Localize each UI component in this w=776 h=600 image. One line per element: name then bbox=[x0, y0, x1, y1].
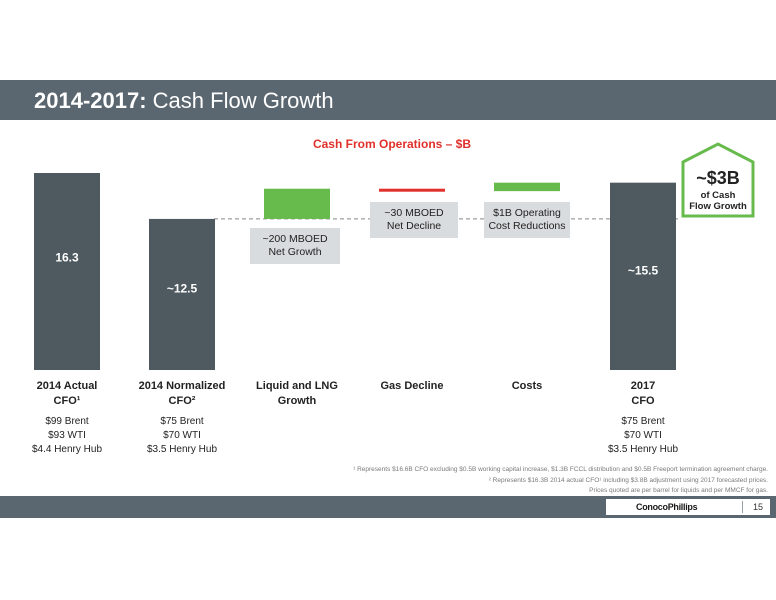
price-note-5: $75 Brent $70 WTI $3.5 Henry Hub bbox=[583, 415, 703, 457]
company-logo: ConocoPhillips bbox=[636, 502, 698, 512]
note-text-4-1: Cost Reductions bbox=[488, 220, 565, 232]
bar-decrease-3 bbox=[379, 188, 445, 192]
note-text-2-0: ~200 MBOED bbox=[262, 233, 327, 245]
note-text-3-0: ~30 MBOED bbox=[384, 207, 444, 219]
category-label-0: 2014 Actual CFO¹ bbox=[7, 379, 127, 409]
price-note-line: $75 Brent bbox=[160, 416, 204, 427]
footnote-3: Prices quoted are per barrel for liquids… bbox=[589, 487, 768, 494]
page-title: 2014-2017: Cash Flow Growth bbox=[34, 86, 334, 116]
category-label-line: 2014 Actual bbox=[36, 380, 98, 392]
bar-value-label-0: 16.3 bbox=[55, 251, 79, 265]
category-label-line: 2014 Normalized bbox=[138, 380, 226, 392]
price-note-0: $99 Brent $93 WTI $4.4 Henry Hub bbox=[7, 415, 127, 457]
category-label-line: CFO² bbox=[168, 395, 196, 407]
note-text-3-1: Net Decline bbox=[387, 220, 441, 232]
category-label-line: Costs bbox=[511, 380, 543, 392]
note-box-2 bbox=[250, 228, 340, 264]
category-label-2: Liquid and LNG Growth bbox=[237, 379, 357, 409]
category-label-line: CFO¹ bbox=[53, 395, 81, 407]
header-bar bbox=[0, 80, 776, 120]
price-note-line: $93 WTI bbox=[48, 430, 86, 441]
note-box-3 bbox=[370, 202, 458, 238]
page-number: 15 bbox=[752, 502, 763, 512]
chart-title: Cash From Operations – $B bbox=[313, 137, 471, 151]
price-note-1: $75 Brent $70 WTI $3.5 Henry Hub bbox=[122, 415, 242, 457]
bar-increase-4 bbox=[494, 182, 560, 192]
note-text-4-0: $1B Operating bbox=[493, 207, 561, 219]
title-bold: 2014-2017: bbox=[34, 88, 147, 113]
callout-text-0: of Cash bbox=[701, 190, 736, 201]
footnote-1: ¹ Represents $16.6B CFO excluding $0.5B … bbox=[353, 466, 768, 473]
callout-text-1: Flow Growth bbox=[689, 201, 747, 212]
bar-total-1 bbox=[149, 218, 215, 370]
price-note-line: $70 WTI bbox=[624, 430, 662, 441]
bar-total-5 bbox=[610, 182, 676, 370]
category-label-4: Costs bbox=[467, 379, 587, 394]
callout-value: ~$3B bbox=[696, 168, 740, 188]
category-label-line: Liquid and LNG bbox=[256, 380, 338, 392]
category-label-line: Gas Decline bbox=[380, 380, 444, 392]
category-label-line: Growth bbox=[277, 395, 317, 407]
price-note-line: $70 WTI bbox=[163, 430, 201, 441]
title-rest: Cash Flow Growth bbox=[152, 88, 334, 113]
bar-value-label-1: ~12.5 bbox=[167, 281, 198, 295]
bar-increase-2 bbox=[264, 188, 330, 219]
category-label-line: 2017 bbox=[630, 380, 656, 392]
category-label-1: 2014 Normalized CFO² bbox=[122, 379, 242, 409]
note-box-4 bbox=[484, 202, 570, 238]
price-note-line: $99 Brent bbox=[45, 416, 89, 427]
footer-divider bbox=[742, 501, 743, 513]
price-note-line: $75 Brent bbox=[621, 416, 665, 427]
category-label-line: CFO bbox=[631, 395, 655, 407]
bar-value-label-5: ~15.5 bbox=[628, 263, 659, 277]
footer-logo-box bbox=[606, 499, 770, 515]
price-note-line: $3.5 Henry Hub bbox=[607, 444, 679, 455]
category-label-3: Gas Decline bbox=[352, 379, 472, 394]
bar-total-0 bbox=[34, 173, 100, 370]
category-label-5: 2017 CFO bbox=[583, 379, 703, 409]
price-note-line: $3.5 Henry Hub bbox=[146, 444, 218, 455]
price-note-line: $4.4 Henry Hub bbox=[31, 444, 103, 455]
note-text-2-1: Net Growth bbox=[268, 246, 321, 258]
callout-house bbox=[681, 142, 755, 218]
footnote-2: ² Represents $16.3B 2014 actual CFO¹ inc… bbox=[488, 477, 768, 484]
footer-bar bbox=[0, 496, 776, 518]
